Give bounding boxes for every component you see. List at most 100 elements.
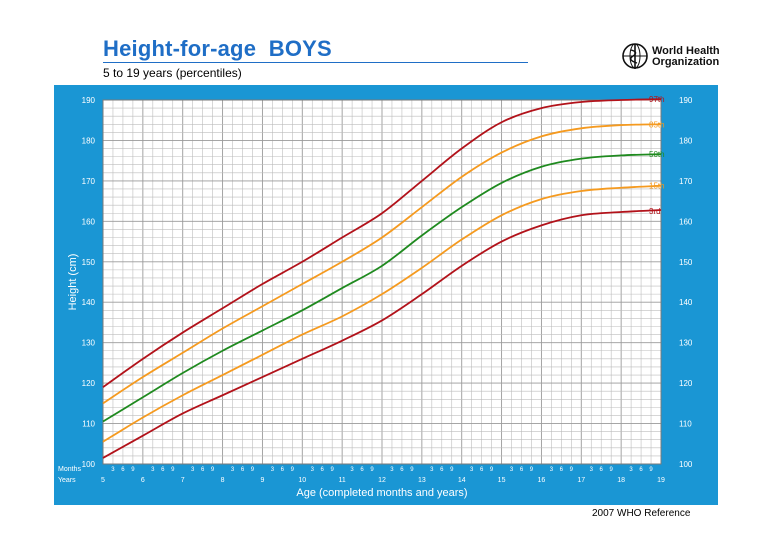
month-tick-label: 3 — [590, 467, 594, 473]
year-tick-label: 14 — [458, 477, 466, 484]
month-tick-label: 3 — [390, 467, 394, 473]
y-tick-label-left: 140 — [82, 298, 96, 307]
month-tick-label: 6 — [560, 467, 564, 473]
series-line-50th — [102, 153, 662, 423]
month-tick-label: 6 — [480, 467, 484, 473]
page-title: Height-for-age BOYS — [103, 36, 332, 61]
year-tick-label: 11 — [339, 477, 346, 484]
y-tick-label-right: 150 — [679, 258, 693, 267]
y-tick-label-right: 110 — [679, 420, 692, 429]
y-tick-label-right: 160 — [679, 217, 693, 226]
y-tick-label-left: 190 — [82, 96, 96, 105]
y-tick-label-right: 190 — [679, 96, 693, 105]
month-tick-label: 9 — [450, 467, 454, 473]
y-tick-label-left: 160 — [82, 217, 96, 226]
plot-border — [102, 99, 662, 465]
year-tick-label: 12 — [378, 477, 386, 484]
month-tick-label: 6 — [520, 467, 524, 473]
month-tick-label: 9 — [211, 467, 215, 473]
month-tick-label: 9 — [649, 467, 653, 473]
month-tick-label: 3 — [231, 467, 235, 473]
month-tick-label: 9 — [251, 467, 255, 473]
series-label-97th: 97th — [649, 95, 665, 104]
y-tick-label-left: 130 — [82, 339, 96, 348]
month-tick-label: 6 — [639, 467, 643, 473]
y-tick-label-right: 140 — [679, 298, 693, 307]
year-tick-label: 7 — [181, 477, 185, 484]
year-tick-label: 16 — [538, 477, 546, 484]
month-tick-label: 9 — [131, 467, 135, 473]
month-tick-label: 9 — [490, 467, 494, 473]
month-tick-label: 6 — [440, 467, 444, 473]
month-tick-label: 6 — [161, 467, 165, 473]
month-tick-label: 9 — [331, 467, 335, 473]
series-label-3rd: 3rd — [649, 207, 661, 216]
year-tick-label: 10 — [298, 477, 306, 484]
months-row-label: Months — [58, 466, 81, 473]
reference-note: 2007 WHO Reference — [592, 508, 691, 519]
year-tick-label: 19 — [657, 477, 665, 484]
y-axis-label: Height (cm) — [67, 254, 79, 311]
month-tick-label: 6 — [600, 467, 604, 473]
year-tick-label: 8 — [221, 477, 225, 484]
y-tick-label-right: 130 — [679, 339, 693, 348]
year-tick-label: 13 — [418, 477, 426, 484]
year-tick-label: 9 — [260, 477, 264, 484]
series-line-15th — [102, 184, 662, 443]
month-tick-label: 9 — [291, 467, 295, 473]
series-label-50th: 50th — [649, 150, 665, 159]
org-name-line1: World Health — [652, 45, 720, 57]
month-tick-label: 3 — [430, 467, 434, 473]
year-tick-label: 17 — [577, 477, 585, 484]
month-tick-label: 3 — [350, 467, 354, 473]
month-tick-label: 3 — [311, 467, 315, 473]
series-label-85th: 85th — [649, 120, 665, 129]
month-tick-label: 9 — [570, 467, 574, 473]
month-tick-label: 9 — [410, 467, 414, 473]
month-tick-label: 3 — [111, 467, 115, 473]
month-tick-label: 3 — [470, 467, 474, 473]
month-tick-label: 6 — [121, 467, 125, 473]
month-tick-label: 6 — [360, 467, 364, 473]
month-tick-label: 9 — [171, 467, 175, 473]
series-label-15th: 15th — [649, 182, 665, 191]
who-logo — [621, 42, 731, 72]
month-tick-label: 6 — [321, 467, 325, 473]
month-tick-label: 3 — [191, 467, 195, 473]
title-rule — [103, 62, 528, 63]
year-tick-label: 5 — [101, 477, 105, 484]
series-line-85th — [102, 123, 662, 405]
month-tick-label: 6 — [201, 467, 205, 473]
year-tick-label: 6 — [141, 477, 145, 484]
month-tick-label: 9 — [370, 467, 374, 473]
y-tick-label-right: 100 — [679, 460, 693, 469]
month-tick-label: 3 — [629, 467, 633, 473]
y-tick-label-left: 110 — [82, 420, 95, 429]
series-line-97th — [102, 98, 662, 388]
years-row-label: Years — [58, 477, 76, 484]
month-tick-label: 3 — [550, 467, 554, 473]
y-tick-label-left: 180 — [82, 136, 96, 145]
year-tick-label: 15 — [498, 477, 506, 484]
org-name-line2: Organization — [652, 56, 720, 68]
y-tick-label-left: 120 — [82, 379, 96, 388]
y-tick-label-right: 120 — [679, 379, 693, 388]
year-tick-label: 18 — [617, 477, 625, 484]
month-tick-label: 3 — [151, 467, 155, 473]
month-tick-label: 6 — [281, 467, 285, 473]
month-tick-label: 3 — [271, 467, 275, 473]
y-tick-label-left: 100 — [82, 460, 96, 469]
globe-emblem-icon — [622, 43, 648, 69]
organization-name: World Health Organization — [652, 46, 720, 68]
page-subtitle: 5 to 19 years (percentiles) — [103, 66, 242, 80]
month-tick-label: 6 — [400, 467, 404, 473]
y-tick-label-left: 170 — [82, 177, 96, 186]
month-tick-label: 6 — [241, 467, 245, 473]
month-tick-label: 9 — [610, 467, 614, 473]
month-tick-label: 3 — [510, 467, 514, 473]
y-tick-label-right: 170 — [679, 177, 693, 186]
x-axis-label: Age (completed months and years) — [296, 487, 467, 499]
y-tick-label-right: 180 — [679, 136, 693, 145]
series-line-3rd — [102, 209, 662, 459]
